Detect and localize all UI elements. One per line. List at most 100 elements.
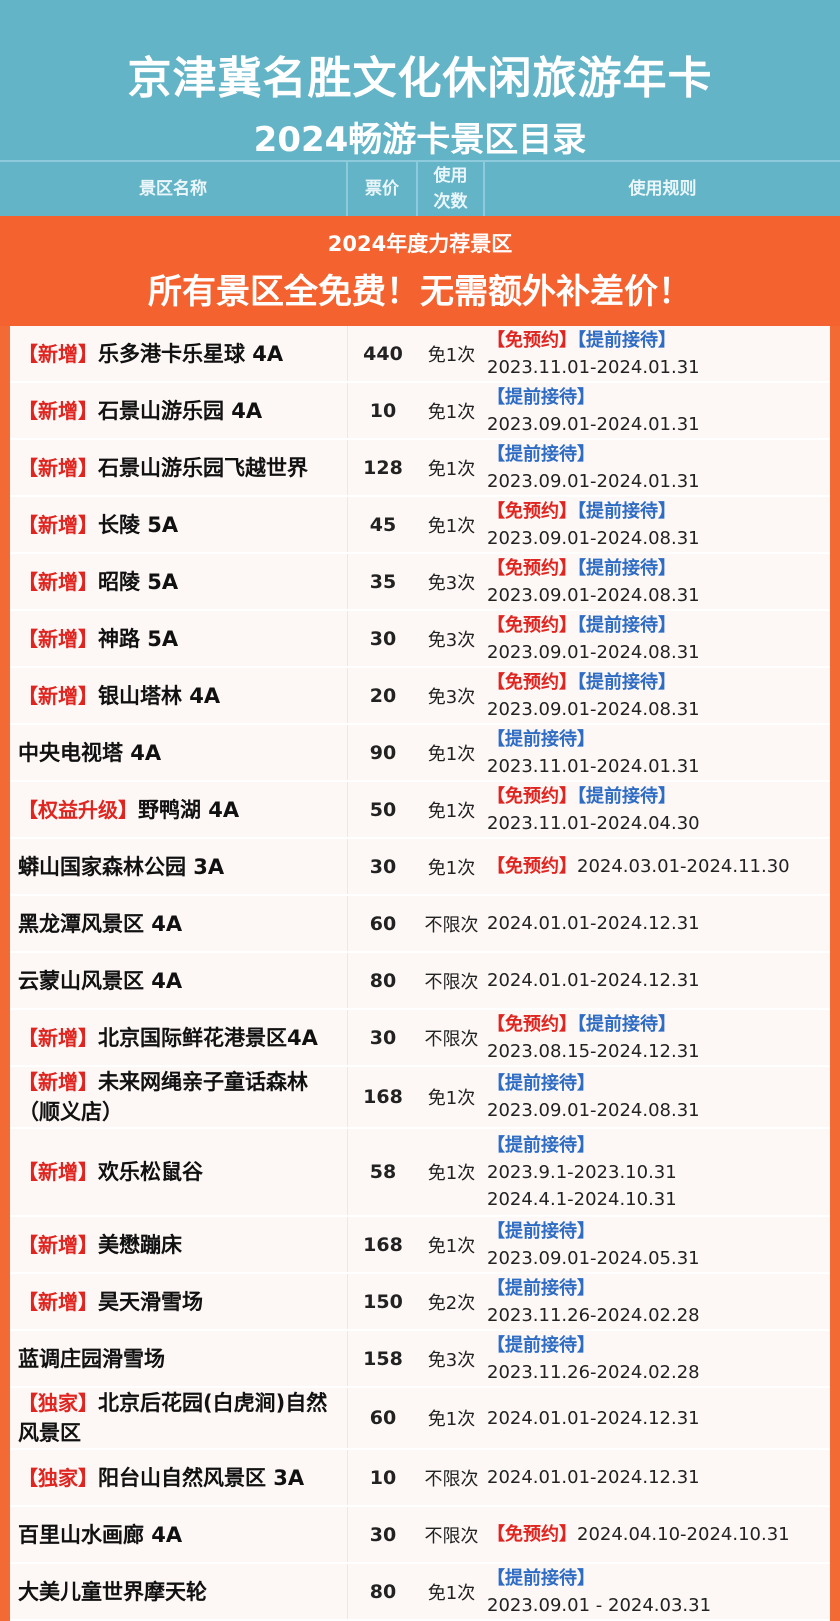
scenic-name: 阳台山自然风景区 3A	[98, 1465, 305, 1490]
scenic-name-cell: 【新增】石景山游乐园 4A	[10, 383, 348, 438]
date-range: 2023.11.26-2024.02.28	[487, 1361, 700, 1383]
table-row: 云蒙山风景区 4A 80 不限次 2024.01.01-2024.12.31	[10, 953, 830, 1010]
rule-tag: 【提前接待】	[487, 1073, 595, 1094]
promo-line2: 所有景区全免费！无需额外补差价！	[148, 272, 692, 312]
date-range: 2023.08.15-2024.12.31	[487, 1040, 700, 1062]
scenic-name: 蟒山国家森林公园 3A	[18, 854, 225, 879]
ticket-price: 90	[369, 741, 397, 764]
rule-tag: 【免预约】	[487, 500, 577, 522]
usage-rules: 【免预约】【提前接待】 2023.09.01-2024.08.31	[485, 554, 830, 609]
table-row: 蓝调庄园滑雪场 158 免3次 【提前接待】 2023.11.26-2024.02…	[10, 1331, 830, 1388]
table-row: 【新增】乐多港卡乐星球 4A 440 免1次 【免预约】【提前接待】 2023.1…	[10, 326, 830, 383]
usage-rules: 【免预约】【提前接待】 2023.11.01-2024.01.31	[485, 326, 830, 381]
scenic-name: 石景山游乐园飞越世界	[98, 455, 308, 480]
date-range: 2023.9.1-2023.10.31	[487, 1161, 677, 1183]
name-tag: 【新增】	[18, 1232, 98, 1257]
date-range: 2023.09.01-2024.08.31	[487, 698, 700, 720]
scenic-name-cell: 【新增】银山塔林 4A	[10, 668, 348, 723]
table-row: 【新增】神路 5A 30 免3次 【免预约】【提前接待】 2023.09.01-2…	[10, 611, 830, 668]
table-row: 【新增】长陵 5A 45 免1次 【免预约】【提前接待】 2023.09.01-2…	[10, 497, 830, 554]
ticket-price: 20	[369, 684, 397, 707]
table-row: 中央电视塔 4A 90 免1次 【提前接待】 2023.11.01-2024.01…	[10, 725, 830, 782]
ticket-price: 168	[363, 1086, 403, 1108]
usage-rules: 【提前接待】 2023.9.1-2023.10.31 2024.4.1-2024.1…	[485, 1129, 830, 1215]
usage-rules: 【提前接待】 2023.09.01-2024.08.31	[485, 1067, 830, 1127]
usage-rules: 【提前接待】 2023.09.01-2024.05.31	[485, 1217, 830, 1272]
usage-count: 不限次	[424, 1028, 479, 1050]
name-tag: 【新增】	[18, 1025, 98, 1050]
ticket-price: 158	[363, 1347, 403, 1370]
date-range: 2023.11.01-2024.01.31	[487, 356, 700, 378]
ticket-price: 30	[369, 627, 397, 650]
usage-count: 免1次	[427, 1582, 476, 1604]
usage-rules: 2024.01.01-2024.12.31	[485, 1388, 830, 1448]
table-row: 【独家】北京后花园(白虎涧)自然风景区 60 免1次 2024.01.01-20…	[10, 1388, 830, 1450]
name-tag: 【独家】	[18, 1391, 98, 1415]
name-tag: 【新增】	[18, 1289, 98, 1314]
usage-rules: 【提前接待】 2023.09.01-2024.01.31	[485, 440, 830, 495]
scenic-name-cell: 【新增】长陵 5A	[10, 497, 348, 552]
date-range: 2023.09.01-2024.01.31	[487, 413, 700, 435]
table-row: 【新增】北京国际鲜花港景区4A 30 不限次 【免预约】【提前接待】 2023.0…	[10, 1010, 830, 1067]
rule-tag: 【免预约】	[487, 1013, 577, 1035]
date-range: 2024.03.01-2024.11.30	[577, 856, 790, 877]
usage-count: 免1次	[427, 1409, 476, 1430]
promo-banner: 2024年度力荐景区 所有景区全免费！无需额外补差价！	[0, 216, 840, 326]
scenic-name-cell: 云蒙山风景区 4A	[10, 953, 348, 1008]
scenic-name-cell: 蟒山国家森林公园 3A	[10, 839, 348, 894]
scenic-name-cell: 【新增】石景山游乐园飞越世界	[10, 440, 348, 495]
scenic-name: 北京国际鲜花港景区4A	[98, 1025, 318, 1050]
ticket-price: 80	[369, 969, 397, 992]
usage-count: 不限次	[424, 1525, 479, 1547]
ticket-price: 50	[369, 798, 397, 821]
scenic-name: 百里山水画廊 4A	[18, 1522, 183, 1547]
scenic-name: 欢乐松鼠谷	[98, 1160, 203, 1184]
date-range: 2023.09.01 - 2024.03.31	[487, 1594, 712, 1616]
scenic-name-cell: 【新增】北京国际鲜花港景区4A	[10, 1010, 348, 1065]
scenic-name: 神路 5A	[98, 626, 179, 651]
scenic-name: 昊天滑雪场	[98, 1289, 203, 1314]
col-name: 景区名称	[0, 162, 348, 216]
scenic-name: 银山塔林 4A	[98, 683, 221, 708]
usage-rules: 【免预约】2024.03.01-2024.11.30	[485, 839, 830, 894]
usage-count: 免1次	[427, 1088, 476, 1109]
scenic-name-cell: 【新增】美懋蹦床	[10, 1217, 348, 1272]
col-count: 使用 次数	[418, 162, 485, 216]
scenic-name-cell: 【新增】欢乐松鼠谷	[10, 1129, 348, 1215]
scenic-name-cell: 百里山水画廊 4A	[10, 1507, 348, 1562]
table-row: 百里山水画廊 4A 30 不限次 【免预约】2024.04.10-2024.10…	[10, 1507, 830, 1564]
rule-tag: 【提前接待】	[577, 500, 676, 522]
table-row: 【新增】欢乐松鼠谷 58 免1次 【提前接待】 2023.9.1-2023.10.…	[10, 1129, 830, 1217]
name-tag: 【新增】	[18, 512, 98, 537]
ticket-price: 10	[369, 1466, 397, 1489]
name-tag: 【新增】	[18, 683, 98, 708]
table-row: 【新增】昊天滑雪场 150 免2次 【提前接待】 2023.11.26-2024.…	[10, 1274, 830, 1331]
name-tag: 【新增】	[18, 341, 98, 366]
usage-rules: 【免预约】【提前接待】 2023.08.15-2024.12.31	[485, 1010, 830, 1065]
ticket-price: 58	[369, 1161, 397, 1183]
rule-tag: 【免预约】	[487, 1524, 577, 1545]
scenic-name: 长陵 5A	[98, 512, 179, 537]
date-range: 2023.11.26-2024.02.28	[487, 1304, 700, 1326]
usage-count: 免1次	[427, 743, 476, 765]
scenic-name: 未来网绳亲子童话森林（顺义店）	[18, 1070, 308, 1124]
rule-tag: 【免预约】	[487, 614, 577, 636]
scenic-name: 中央电视塔 4A	[18, 740, 162, 765]
ticket-price: 30	[369, 1523, 397, 1546]
usage-rules: 2024.01.01-2024.12.31	[485, 1450, 830, 1505]
usage-count: 免1次	[427, 1163, 476, 1184]
name-tag: 【新增】	[18, 626, 98, 651]
rule-tag: 【提前接待】	[487, 386, 595, 408]
rule-tag: 【提前接待】	[487, 443, 595, 465]
scenic-name: 野鸭湖 4A	[138, 797, 240, 822]
usage-count: 不限次	[424, 1468, 479, 1490]
rule-tag: 【提前接待】	[577, 329, 676, 351]
usage-count: 免1次	[427, 800, 476, 822]
date-range: 2024.01.01-2024.12.31	[487, 1467, 700, 1488]
name-tag: 【新增】	[18, 455, 98, 480]
usage-count: 免3次	[427, 686, 476, 708]
usage-rules: 2024.01.01-2024.12.31	[485, 953, 830, 1008]
table-header: 景区名称 票价 使用 次数 使用规则	[0, 160, 840, 216]
rule-tag: 【提前接待】	[487, 1277, 595, 1299]
promo-line1: 2024年度力荐景区	[327, 232, 513, 256]
